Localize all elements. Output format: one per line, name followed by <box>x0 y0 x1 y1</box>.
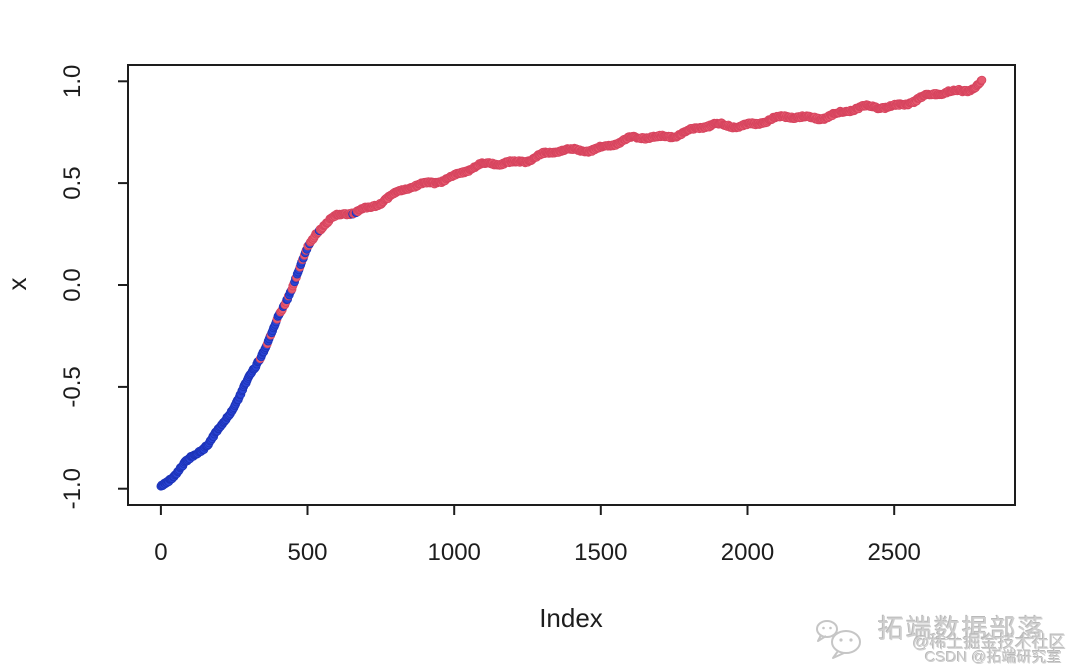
y-tick-label: -0.5 <box>59 366 86 407</box>
axis-ticks-layer: 0 500 1000 1500 2000 2500 -1.0 -0.5 0.0 0.5 1.0 <box>59 65 921 566</box>
x-tick-label: 2500 <box>868 539 921 566</box>
y-tick-label: -1.0 <box>59 468 86 509</box>
x-axis-title: Index <box>539 603 603 633</box>
x-tick-label: 1500 <box>574 539 627 566</box>
x-tick-label: 1000 <box>428 539 481 566</box>
y-tick-label: 0.5 <box>59 166 86 199</box>
x-tick-label: 0 <box>154 539 167 566</box>
x-tick-label: 500 <box>287 539 327 566</box>
y-tick-label: 0.0 <box>59 268 86 301</box>
data-point <box>977 75 987 85</box>
y-tick-label: 1.0 <box>59 65 86 98</box>
plot-border <box>127 64 1016 506</box>
y-axis-title: x <box>2 278 32 291</box>
x-tick-label: 2000 <box>721 539 774 566</box>
data-points-layer <box>156 75 987 491</box>
